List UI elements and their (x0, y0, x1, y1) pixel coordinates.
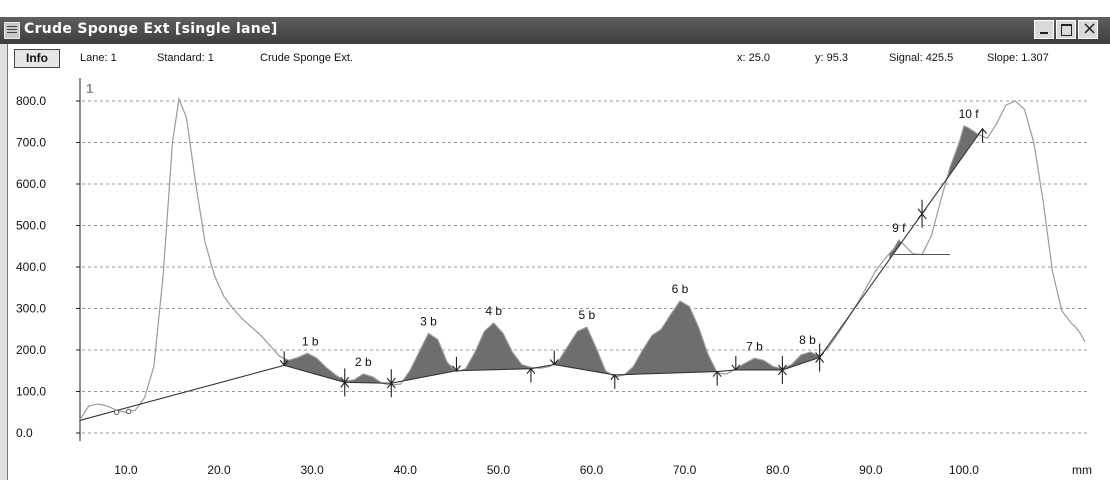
peak-label: 5 b (578, 308, 595, 322)
peak-area (554, 327, 615, 375)
densitometry-chart[interactable]: 0.0 100.0 200.0 300.0 400.0 500.0 600.0 700.0 80… (0, 70, 1110, 480)
peak-end-arrow[interactable] (610, 374, 620, 389)
title-bar[interactable]: Crude Sponge Ext [single lane] (0, 17, 1110, 44)
peak-label: 4 b (485, 304, 502, 318)
x-tick-label: 40.0 (394, 463, 418, 477)
peak-area (735, 358, 783, 370)
slope-readout: Slope: 1.307 (987, 52, 1049, 64)
peak-start-arrow[interactable] (452, 356, 461, 372)
peak-end-arrow[interactable] (712, 370, 722, 386)
peak-area (782, 352, 820, 370)
window-title: Crude Sponge Ext [single lane] (24, 21, 278, 37)
info-button[interactable]: Info (14, 49, 60, 68)
peak-label: 2 b (355, 355, 372, 369)
peak-start-arrow[interactable] (917, 199, 927, 215)
peak-start-arrow[interactable] (386, 369, 396, 385)
close-icon[interactable] (1078, 18, 1098, 39)
peak-label: 9 f (892, 221, 906, 235)
peak-area (614, 301, 718, 375)
y-readout: y: 95.3 (815, 52, 849, 64)
x-tick-label: 90.0 (859, 463, 883, 477)
peak-end-arrow[interactable] (777, 369, 787, 384)
y-tick-label: 500.0 (16, 219, 46, 233)
peak-end-arrow[interactable] (815, 356, 825, 372)
x-tick-label: 50.0 (487, 463, 511, 477)
peak-label: 6 b (672, 282, 689, 296)
peak-end-arrow[interactable] (978, 127, 988, 143)
y-tick-label: 700.0 (16, 136, 46, 150)
x-tick-label: 80.0 (766, 463, 790, 477)
peak-label: 3 b (420, 314, 437, 328)
y-tick-label: 400.0 (16, 260, 46, 274)
x-tick-label: 70.0 (673, 463, 697, 477)
y-tick-label: 300.0 (16, 302, 46, 316)
peak-end-arrow[interactable] (340, 381, 350, 397)
peak-end-arrow[interactable] (917, 212, 927, 228)
peak-area (284, 353, 345, 383)
x-tick-label: 100.0 (949, 463, 979, 477)
peak-start-arrow[interactable] (549, 350, 559, 366)
peak-area (344, 374, 392, 384)
x-readout: x: 25.0 (737, 52, 771, 64)
x-tick-label: 20.0 (207, 463, 231, 477)
y-tick-label: 800.0 (16, 94, 46, 108)
peak-label: 10 f (959, 107, 980, 121)
baseline-point-marker (113, 409, 120, 415)
peak-end-arrow[interactable] (526, 367, 536, 383)
sample-name: Crude Sponge Ext. (260, 52, 353, 64)
minimize-icon[interactable] (1034, 20, 1054, 39)
x-tick-label: 30.0 (300, 463, 324, 477)
peak-area (456, 323, 531, 371)
document-icon (4, 22, 20, 39)
intensity-curve (78, 96, 1086, 421)
left-edge-divider (0, 44, 8, 480)
x-tick-label: 10.0 (114, 463, 138, 477)
info-bar: Info Lane: 1 Standard: 1 Crude Sponge Ex… (0, 48, 1110, 68)
peak-end-arrow[interactable] (386, 382, 396, 398)
maximize-icon[interactable] (1056, 20, 1076, 39)
peak-label: 8 b (799, 333, 816, 347)
lane-number-marker: 1 (86, 81, 93, 96)
standard-readout: Standard: 1 (157, 52, 214, 64)
peak-start-arrow[interactable] (731, 355, 741, 371)
signal-readout: Signal: 425.5 (889, 52, 954, 64)
peak-label: 7 b (746, 339, 763, 353)
y-tick-label: 600.0 (16, 177, 46, 191)
y-tick-label: 100.0 (16, 385, 46, 399)
lane-readout: Lane: 1 (80, 52, 117, 64)
y-tick-label: 0.0 (16, 426, 33, 440)
peak-start-arrow[interactable] (279, 351, 289, 367)
x-tick-label: 60.0 (580, 463, 604, 477)
peak-label: 1 b (302, 334, 319, 348)
x-axis-unit-label: mm (1072, 463, 1092, 477)
baseline-point-marker (125, 408, 132, 415)
y-tick-label: 200.0 (16, 343, 46, 357)
